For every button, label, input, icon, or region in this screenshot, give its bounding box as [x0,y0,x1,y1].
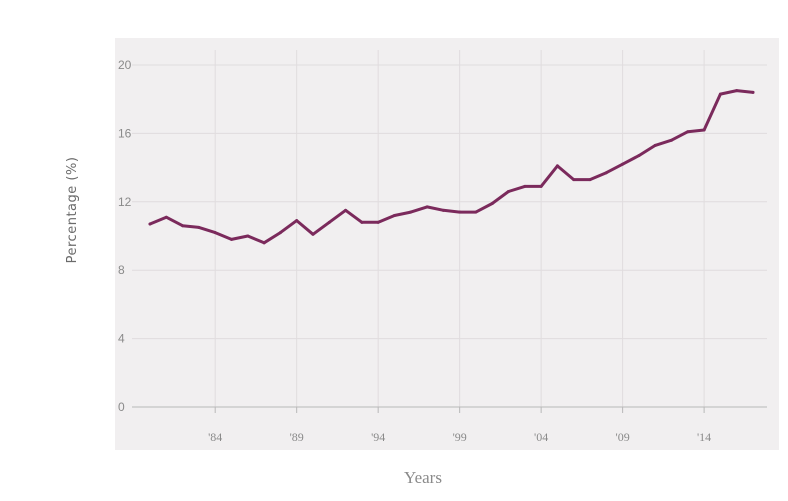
data-point [229,237,233,241]
data-point [670,138,674,142]
data-point [213,231,217,235]
series-line [148,89,755,245]
y-gridlines [132,64,767,340]
x-tick-label: '84 [208,430,222,444]
x-tick-label: '04 [534,430,548,444]
x-tick-label: '89 [290,430,304,444]
plot-background [115,38,779,450]
data-point [392,213,396,217]
data-point [751,90,755,94]
x-tick-label: '14 [697,430,711,444]
data-point [409,210,413,214]
x-tick-label: '09 [616,430,630,444]
data-point [458,210,462,214]
data-point [474,210,478,214]
x-tick-marks [214,407,705,413]
data-point [539,184,543,188]
y-axis-label: Percentage (%) [65,157,80,264]
data-point [441,208,445,212]
y-tick-label: 4 [118,332,125,346]
data-point [148,222,152,226]
data-point [376,220,380,224]
x-tick-label: '99 [453,430,467,444]
data-point [181,224,185,228]
x-tick-labels: '84 '89 '94 '99 '04 '09 '14 [208,430,711,444]
data-point [653,143,657,147]
y-tick-label: 0 [118,400,125,414]
series-layer [148,89,755,245]
data-point [621,162,625,166]
data-point [311,232,315,236]
x-gridlines [214,50,705,407]
y-tick-label: 8 [118,263,125,277]
x-axis-label: Years [404,468,442,487]
data-point [246,234,250,238]
data-point [295,219,299,223]
data-point [327,220,331,224]
y-tick-label: 12 [118,195,132,209]
data-point [572,178,576,182]
x-tick-label: '94 [371,430,385,444]
data-point [278,231,282,235]
data-point [490,202,494,206]
data-point [735,89,739,93]
data-point [702,128,706,132]
data-point [718,92,722,96]
data-point [360,220,364,224]
data-point [425,205,429,209]
data-point [197,225,201,229]
data-point [555,164,559,168]
data-point [164,215,168,219]
y-tick-label: 16 [118,126,132,140]
data-point [637,154,641,158]
y-tick-labels: 0 4 8 12 16 20 [118,58,132,414]
data-point [604,171,608,175]
data-point [507,190,511,194]
data-point [262,241,266,245]
data-point [344,208,348,212]
data-point [523,184,527,188]
data-point [686,130,690,134]
y-tick-label: 20 [118,58,132,72]
data-point [588,178,592,182]
